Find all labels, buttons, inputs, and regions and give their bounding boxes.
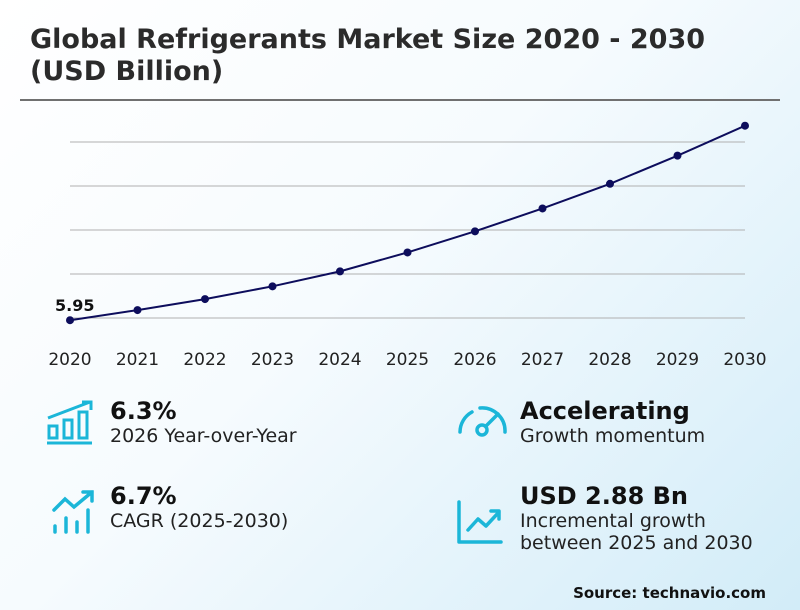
data-point-2021 (133, 306, 142, 315)
line-chart: 2020 2021 2022 2023 2024 2025 2026 2027 2028 2029… (48, 121, 767, 370)
data-point-2024 (336, 267, 344, 276)
data-point-2030 (741, 121, 749, 130)
stat-label-line-1: Incremental growth (520, 510, 706, 532)
stat-incremental: USD 2.88 Bn Incremental growth between 2… (520, 482, 753, 554)
stat-value: 6.7% (110, 482, 177, 510)
x-tick-label: 2028 (588, 350, 631, 370)
title-line-1: Global Refrigerants Market Size 2020 - 2… (30, 24, 706, 55)
data-point-2023 (268, 282, 277, 291)
x-tick-label: 2027 (521, 350, 564, 370)
stat-label-line-2: between 2025 and 2030 (520, 532, 753, 554)
data-point-2020 (66, 316, 74, 325)
x-tick-label: 2023 (251, 350, 294, 370)
data-point-2026 (471, 227, 479, 236)
stat-yoy: 6.3% 2026 Year-over-Year (110, 397, 297, 447)
stat-value: Accelerating (520, 397, 690, 425)
x-tick-label: 2025 (386, 350, 429, 370)
x-tick-label: 2021 (116, 350, 159, 370)
source-credit: Source: technavio.com (573, 584, 766, 602)
x-tick-label: 2024 (318, 350, 361, 370)
title-line-2: (USD Billion) (30, 56, 224, 87)
line-chart-up-icon (457, 500, 503, 544)
x-tick-label: 2022 (183, 350, 226, 370)
stat-label: CAGR (2025-2030) (110, 510, 289, 532)
stat-momentum: Accelerating Growth momentum (520, 397, 705, 447)
x-tick-label: 2020 (48, 350, 91, 370)
stat-label: 2026 Year-over-Year (110, 425, 297, 447)
trend-up-bars-icon (52, 490, 94, 534)
speedometer-icon (458, 406, 507, 437)
stat-cagr: 6.7% CAGR (2025-2030) (110, 482, 288, 532)
data-point-2027 (538, 204, 547, 213)
data-label: 5.95 (55, 296, 94, 315)
chart-title: Global Refrigerants Market Size 2020 - 2… (30, 24, 705, 88)
stat-label: Growth momentum (520, 425, 706, 447)
stat-value: 6.3% (110, 397, 177, 425)
x-tick-label: 2029 (656, 350, 699, 370)
stat-value: USD 2.88 Bn (520, 482, 688, 510)
data-point-2022 (201, 295, 209, 304)
x-tick-label: 2026 (453, 350, 496, 370)
data-point-2029 (673, 151, 682, 160)
data-point-2025 (403, 248, 412, 257)
x-tick-label: 2030 (723, 350, 766, 370)
bar-chart-growth-icon (47, 400, 93, 445)
data-point-2028 (606, 179, 614, 188)
series-line (69, 124, 746, 322)
title-divider (20, 99, 780, 101)
